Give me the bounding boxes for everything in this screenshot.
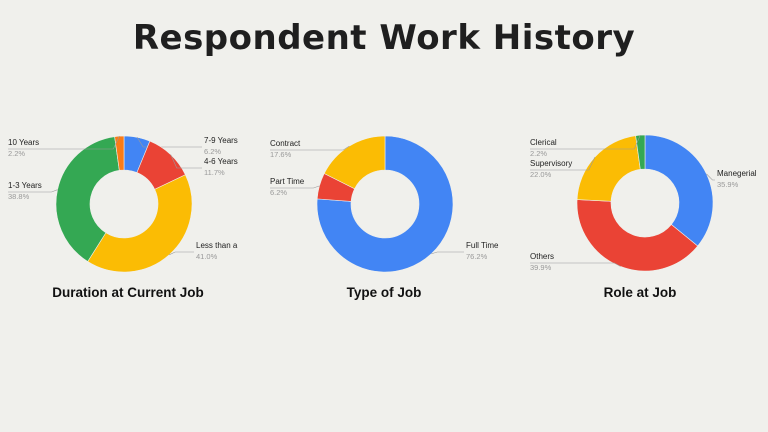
job-type-chart-title: Type of Job — [346, 285, 422, 300]
slice-value-manegerial: 35.9% — [717, 180, 739, 189]
leader-line-4-6-years — [170, 154, 202, 169]
slice-label-4-6-years: 4-6 Years — [204, 157, 238, 166]
slice-value-7-9-years: 6.2% — [204, 147, 221, 156]
slice-label-part-time: Part Time — [270, 177, 305, 186]
leader-line-less-than-a — [169, 251, 194, 256]
slice-manegerial — [644, 134, 714, 247]
slice-label-1-3-years: 1-3 Years — [8, 181, 42, 190]
slice-value-1-3-years: 38.8% — [8, 192, 30, 201]
slice-value-less-than-a: 41.0% — [196, 252, 218, 261]
slice-value-others: 39.9% — [530, 263, 552, 272]
slice-value-clerical: 2.2% — [530, 149, 547, 158]
leader-line-supervisory — [530, 156, 596, 171]
slice-supervisory — [576, 135, 641, 202]
leader-line-manegerial — [706, 173, 715, 181]
slice-value-10-years: 2.2% — [8, 149, 25, 158]
slice-less-than-a — [87, 174, 193, 273]
slice-label-supervisory: Supervisory — [530, 159, 572, 168]
slice-value-4-6-years: 11.7% — [204, 168, 225, 177]
leader-line-clerical — [530, 135, 641, 150]
slice-others — [576, 199, 699, 272]
slice-contract — [323, 135, 386, 190]
slice-label-others: Others — [530, 252, 554, 261]
duration-donut-chart: 7-9 Years 6.2%4-6 Years 11.7% Less than a 41… — [8, 135, 238, 273]
leader-line-part-time — [270, 185, 320, 189]
duration-chart-title: Duration at Current Job — [52, 285, 204, 300]
chart-role: Manegerial 35.9% Others 39.9% Supervisory 22.… — [512, 120, 768, 310]
leader-line-contract — [270, 145, 350, 151]
slice-value-supervisory: 22.0% — [530, 170, 552, 179]
chart-job-type: Full Time 76.2% Part Time 6.2% Contract 17.6%… — [256, 120, 512, 310]
slice-value-contract: 17.6% — [270, 150, 292, 159]
slice-label-full-time: Full Time — [466, 241, 499, 250]
slice-label-clerical: Clerical — [530, 138, 557, 147]
leader-line-full-time — [431, 251, 464, 255]
slice-value-part-time: 6.2% — [270, 188, 287, 197]
leader-line-1-3-years — [8, 189, 58, 193]
slice-1-3-years — [55, 136, 120, 262]
chart-duration: 7-9 Years 6.2% 4-6 Years 11.7% Less than a 41… — [0, 120, 256, 310]
slice-10-years — [114, 135, 125, 171]
page-title: Respondent Work History — [132, 18, 636, 58]
slice-label-manegerial: Manegerial — [717, 169, 757, 178]
slice-clerical — [635, 134, 646, 170]
slice-value-full-time: 76.2% — [466, 252, 488, 261]
job-type-donut-chart: Full Time 76.2% Part Time 6.2% Contract 17.6% — [270, 135, 499, 273]
slice-label-10-years: 10 Years — [8, 138, 39, 147]
leader-line-7-9-years — [136, 137, 202, 148]
slice-label-7-9-years: 7-9 Years — [204, 136, 238, 145]
role-chart-title: Role at Job — [603, 285, 677, 300]
leader-line-others — [530, 262, 621, 267]
slice-label-less-than-a: Less than a — [196, 241, 238, 250]
slice-label-contract: Contract — [270, 139, 301, 148]
role-donut-chart: Manegerial 35.9% Others 39.9% Supervisory 22.… — [530, 134, 757, 272]
leader-line-10-years — [8, 136, 120, 150]
slice-full-time — [316, 135, 454, 273]
